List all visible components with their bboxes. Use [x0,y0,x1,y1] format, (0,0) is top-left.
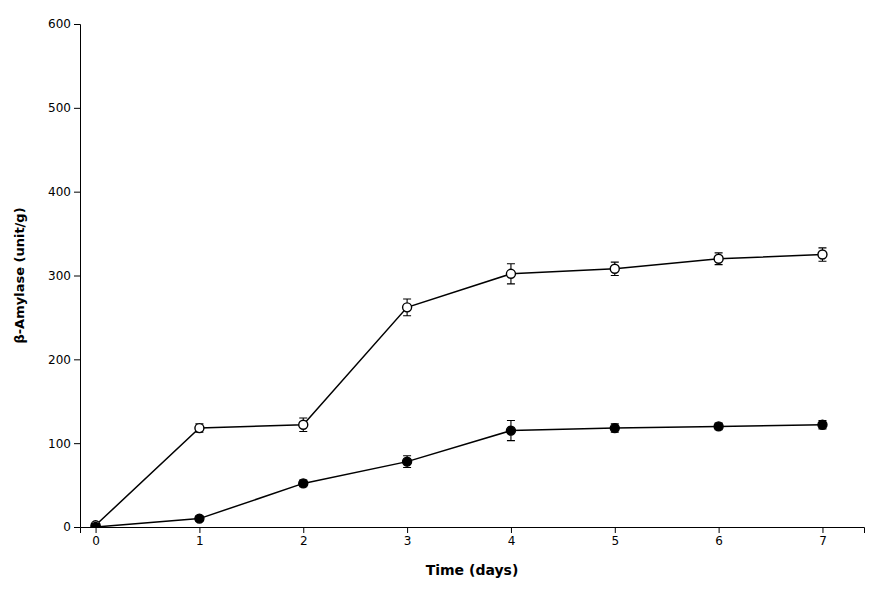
x-tick: 7 [819,527,827,548]
error-bar [715,253,723,265]
y-tick-label: 600 [48,17,71,31]
point [403,457,412,466]
y-tick-label: 500 [48,101,71,115]
y-tick: 100 [48,437,80,451]
point [714,254,723,263]
x-tick-label: 4 [508,534,516,548]
y-tick: 200 [48,353,80,367]
point [403,303,412,312]
x-tick-label: 1 [196,534,204,548]
y-tick-label: 100 [48,437,71,451]
point [818,420,827,429]
x-tick-label: 6 [715,534,723,548]
x-tick-mark [407,527,408,533]
x-axis-title: Time (days) [426,562,519,578]
point [610,264,619,273]
series [91,420,827,527]
y-tick-mark [74,527,80,528]
point [195,424,204,433]
error-bar [299,418,307,431]
x-tick-mark [822,527,823,533]
x-tick-mark [96,527,97,533]
x-tick: 2 [300,527,308,548]
point [195,514,204,523]
y-tick-mark [74,192,80,193]
point [299,420,308,429]
point [506,426,515,435]
x-tick-mark [615,527,616,533]
plot-area: 0 1 2 3 4 5 6 7 0 100 200 300 400 500 600 Time (days) β-… [12,17,865,578]
y-tick: 600 [48,17,80,31]
error-bar [403,299,411,316]
y-tick-mark [74,443,80,444]
point [91,523,100,528]
y-tick: 0 [63,520,80,534]
point [506,269,515,278]
x-tick: 0 [92,527,100,548]
y-tick-label: 0 [63,520,71,534]
x-tick-mark [199,527,200,533]
error-bar [818,421,826,429]
y-tick: 500 [48,101,80,115]
error-bar [507,264,515,284]
point [818,250,827,259]
y-axis-title: β-Amylase (unit/g) [12,207,27,343]
y-tick: 300 [48,269,80,283]
point [299,479,308,488]
y-tick-mark [74,359,80,360]
y-tick: 400 [48,185,80,199]
x-tick-label: 2 [300,534,308,548]
y-tick-mark [74,276,80,277]
error-bar [507,421,515,441]
line [96,255,823,526]
point [714,422,723,431]
x-tick-mark [511,527,512,533]
y-tick-label: 300 [48,269,71,283]
error-bar [611,262,619,275]
x-axis-line [81,528,865,534]
series [91,248,827,527]
x-tick: 1 [196,527,204,548]
x-tick-label: 0 [92,534,100,548]
x-tick: 3 [404,527,412,548]
y-axis: 0 100 200 300 400 500 600 [48,17,80,534]
chart: 0 1 2 3 4 5 6 7 0 100 200 300 400 500 600 Time (days) β-… [0,0,894,591]
x-tick-mark [719,527,720,533]
error-bar [818,248,826,261]
error-bar [403,456,411,468]
x-axis: 0 1 2 3 4 5 6 7 [81,527,865,548]
x-tick-label: 5 [611,534,619,548]
x-tick: 5 [611,527,619,548]
x-tick-label: 7 [819,534,827,548]
y-tick-mark [74,108,80,109]
x-tick-label: 3 [404,534,412,548]
y-axis-line [74,25,81,528]
x-tick-mark [303,527,304,533]
line [96,425,823,527]
error-bar [195,424,203,432]
y-tick-label: 400 [48,185,71,199]
error-bar [611,424,619,432]
x-tick: 4 [508,527,516,548]
marks [91,248,827,527]
point [610,424,619,433]
y-tick-mark [74,24,80,25]
x-tick: 6 [715,527,723,548]
y-tick-label: 200 [48,353,71,367]
